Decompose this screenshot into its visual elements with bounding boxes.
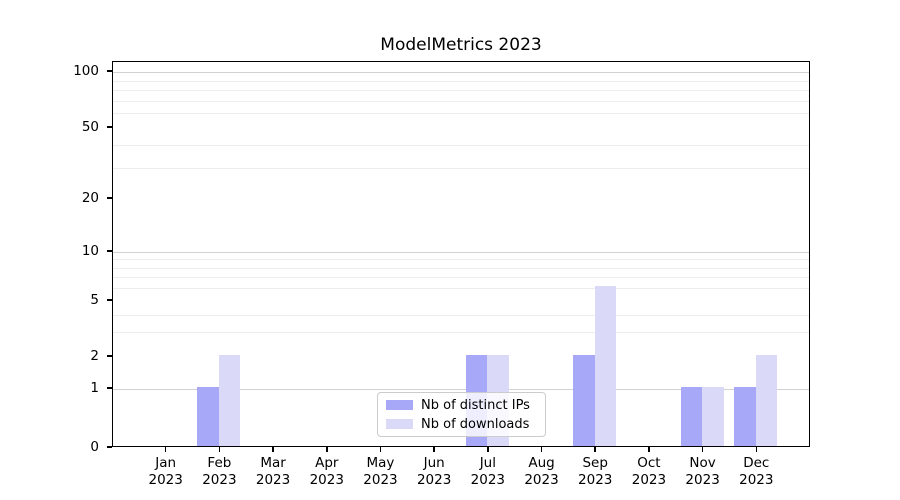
x-tick-label: Dec 2023 xyxy=(726,455,786,489)
gridline-minor xyxy=(113,167,809,169)
x-tick-mark xyxy=(433,447,435,452)
x-tick-month: Dec xyxy=(743,455,770,471)
x-tick-year: 2023 xyxy=(309,472,344,488)
y-tick-mark xyxy=(107,446,112,448)
x-tick-label: Feb 2023 xyxy=(189,455,249,489)
legend-swatch-downloads xyxy=(386,419,413,429)
gridline-minor xyxy=(113,332,809,334)
x-tick-month: Apr xyxy=(315,455,339,471)
x-tick-mark xyxy=(164,447,167,452)
x-tick-month: May xyxy=(366,455,395,471)
chart-title: ModelMetrics 2023 xyxy=(380,35,542,55)
y-tick-mark xyxy=(107,70,112,72)
bar-distinct-ips-nov xyxy=(680,387,703,446)
x-tick-month: Mar xyxy=(260,455,286,471)
x-tick-year: 2023 xyxy=(202,472,237,488)
y-tick-mark xyxy=(107,250,112,252)
x-tick-mark xyxy=(487,447,489,452)
gridline-minor xyxy=(113,314,809,316)
gridline-major xyxy=(113,72,809,73)
x-tick-year: 2023 xyxy=(148,472,183,488)
x-tick-year: 2023 xyxy=(739,472,774,488)
x-tick-mark xyxy=(755,447,758,452)
legend-item-downloads: Nb of downloads xyxy=(386,417,537,432)
x-tick-month: Jan xyxy=(155,455,177,471)
gridline-major xyxy=(113,252,809,253)
bar-distinct-ips-feb xyxy=(197,387,219,446)
y-tick-label: 50 xyxy=(81,119,99,135)
x-tick-year: 2023 xyxy=(363,472,398,488)
gridline-minor xyxy=(113,267,809,269)
x-tick-year: 2023 xyxy=(578,472,613,488)
y-tick-label: 20 xyxy=(81,190,99,206)
gridline-minor xyxy=(113,90,809,92)
legend: Nb of distinct IPs Nb of downloads xyxy=(377,392,546,437)
x-tick-month: Nov xyxy=(689,455,716,471)
x-tick-month: Aug xyxy=(528,455,555,471)
x-tick-year: 2023 xyxy=(470,472,506,488)
x-tick-mark xyxy=(594,447,596,452)
y-tick-label: 100 xyxy=(73,63,99,79)
x-tick-label: Sep 2023 xyxy=(565,455,625,489)
x-tick-month: Jul xyxy=(479,455,496,471)
x-tick-month: Feb xyxy=(207,455,232,471)
plot-area xyxy=(112,61,810,447)
gridline-minor xyxy=(113,277,809,279)
y-tick-label: 1 xyxy=(90,380,99,396)
x-tick-year: 2023 xyxy=(631,472,667,488)
legend-label-downloads: Nb of downloads xyxy=(421,416,530,432)
legend-item-distinct-ips: Nb of distinct IPs xyxy=(386,398,537,413)
y-tick-mark xyxy=(107,299,112,301)
y-tick-label: 2 xyxy=(90,348,99,364)
legend-label-distinct-ips: Nb of distinct IPs xyxy=(421,397,530,413)
x-tick-label: Apr 2023 xyxy=(297,455,357,489)
x-tick-month: Jun xyxy=(423,455,445,471)
x-tick-year: 2023 xyxy=(685,472,720,488)
gridline-minor xyxy=(113,259,809,261)
gridline-minor xyxy=(113,288,809,290)
x-tick-label: Jun 2023 xyxy=(404,455,464,489)
y-tick-mark xyxy=(107,126,112,128)
x-tick-mark xyxy=(540,447,543,452)
gridline-minor xyxy=(113,113,809,115)
x-tick-mark xyxy=(326,447,328,452)
y-tick-mark xyxy=(107,197,112,199)
legend-swatch-distinct-ips xyxy=(386,400,413,410)
bar-distinct-ips-sep xyxy=(573,355,595,446)
x-tick-label: Nov 2023 xyxy=(673,455,733,489)
y-tick-mark xyxy=(107,387,112,389)
x-tick-mark xyxy=(648,447,650,452)
y-tick-label: 10 xyxy=(81,243,99,259)
x-tick-label: Oct 2023 xyxy=(619,455,679,489)
x-tick-mark xyxy=(379,447,382,452)
x-tick-year: 2023 xyxy=(416,472,452,488)
x-tick-year: 2023 xyxy=(255,472,291,488)
y-tick-mark xyxy=(107,355,112,357)
y-tick-label: 0 xyxy=(90,439,99,455)
bar-downloads-feb xyxy=(218,355,241,446)
y-tick-label: 5 xyxy=(90,292,99,308)
bar-downloads-dec xyxy=(755,355,778,446)
gridline-major xyxy=(113,389,809,390)
bar-downloads-sep xyxy=(594,286,617,446)
x-tick-label: Mar 2023 xyxy=(243,455,303,489)
gridline-minor xyxy=(113,80,809,82)
x-tick-mark xyxy=(218,447,221,452)
x-tick-month: Sep xyxy=(582,455,608,471)
gridline-minor xyxy=(113,145,809,147)
x-tick-mark xyxy=(272,447,274,452)
x-tick-label: Aug 2023 xyxy=(512,455,572,489)
bar-downloads-nov xyxy=(702,387,724,446)
x-tick-mark xyxy=(701,447,704,452)
x-tick-label: Jul 2023 xyxy=(458,455,518,489)
x-tick-label: Jan 2023 xyxy=(136,455,196,489)
bar-distinct-ips-dec xyxy=(734,387,756,446)
x-tick-label: May 2023 xyxy=(350,455,410,489)
x-tick-year: 2023 xyxy=(524,472,559,488)
x-tick-month: Oct xyxy=(637,455,661,471)
gridline-minor xyxy=(113,100,809,102)
